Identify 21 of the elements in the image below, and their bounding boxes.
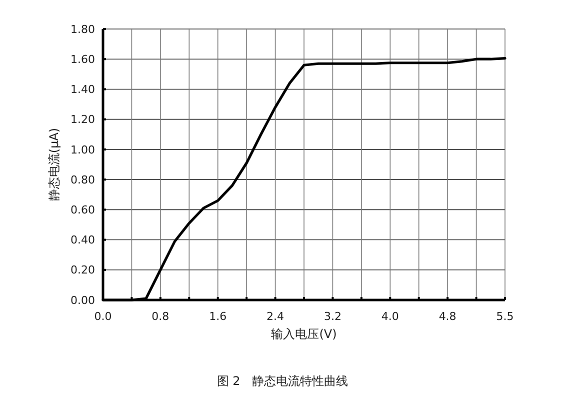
caption: 图 2 静态电流特性曲线 <box>216 374 348 388</box>
y-tick-label: 1.00 <box>70 143 95 156</box>
y-tick-label: 0.20 <box>70 264 95 277</box>
x-tick-label: 1.6 <box>209 310 227 323</box>
x-tick-label: 2.4 <box>266 310 284 323</box>
x-tick-label: 3.2 <box>324 310 342 323</box>
y-tick-label: 0.60 <box>70 204 95 217</box>
y-tick-label: 1.20 <box>70 113 95 126</box>
y-tick-label: 0.00 <box>70 294 95 307</box>
x-axis-title: 输入电压(V) <box>271 327 337 341</box>
y-tick-label: 0.40 <box>70 234 95 247</box>
y-tick-label: 0.80 <box>70 173 95 186</box>
x-tick-label: 4.8 <box>438 310 456 323</box>
y-axis-title: 静态电流(μA) <box>47 128 61 202</box>
x-tick-label: 0.0 <box>94 310 112 323</box>
y-tick-label: 1.80 <box>70 22 95 36</box>
y-tick-label: 1.60 <box>70 52 95 66</box>
y-tick-label: 1.40 <box>70 83 95 96</box>
x-tick-label: 4.0 <box>381 310 399 323</box>
x-tick-label: 5.5 <box>496 310 514 323</box>
x-tick-label: 0.8 <box>152 310 170 323</box>
